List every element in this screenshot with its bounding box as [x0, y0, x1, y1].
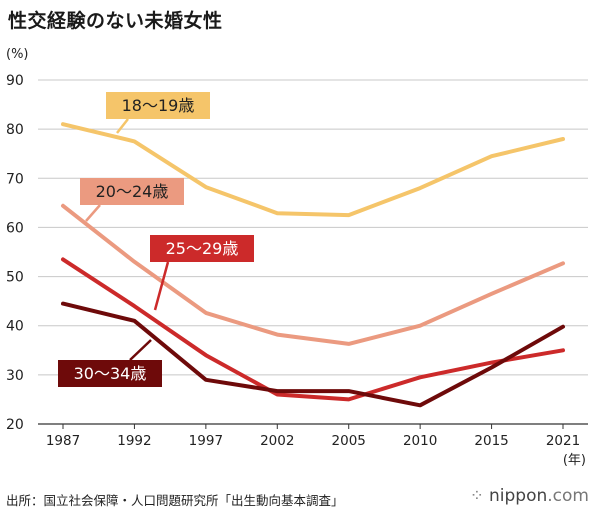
series-line-1 [61, 203, 565, 346]
series-label-1: 20〜24歳 [96, 182, 169, 201]
series-pointer-3 [129, 339, 152, 361]
y-tick-label: 20 [6, 417, 24, 433]
y-tick-label: 80 [6, 122, 24, 138]
x-tick-label: 1997 [189, 433, 223, 449]
y-axis-label: (%) [6, 47, 29, 62]
site-logo: ⁘ nippon.com [470, 486, 589, 506]
x-tick-label: 2002 [260, 433, 294, 449]
x-tick-label: 2005 [332, 433, 366, 449]
y-tick-label: 50 [6, 270, 24, 286]
y-tick-label: 40 [6, 319, 24, 335]
y-tick-label: 70 [6, 171, 24, 187]
series-label-2: 25〜29歳 [166, 239, 239, 258]
y-tick-label: 30 [6, 368, 24, 384]
x-tick-label: 1987 [46, 433, 80, 449]
y-tick-label: 90 [6, 73, 24, 89]
logo-suffix: .com [547, 486, 589, 506]
series-pointer-1 [85, 204, 101, 222]
y-tick-label: 60 [6, 220, 24, 236]
x-tick-label: 1992 [117, 433, 151, 449]
series-label-box-1 [80, 178, 184, 205]
x-tick-label: 2010 [403, 433, 437, 449]
x-axis-label: (年) [563, 453, 586, 468]
logo-dots-icon: ⁘ [469, 486, 486, 506]
x-tick-label: 2021 [546, 433, 580, 449]
series-pointer-0 [116, 118, 129, 134]
series-label-box-2 [150, 235, 254, 262]
x-tick-label: 2015 [474, 433, 508, 449]
series-label-box-0 [106, 92, 210, 119]
chart-title: 性交経験のない未婚女性 [8, 10, 223, 32]
logo-name: nippon [489, 486, 548, 506]
series-label-0: 18〜19歳 [122, 96, 195, 115]
series-label-box-3 [58, 360, 162, 387]
series-label-3: 30〜34歳 [74, 364, 147, 383]
series-line-0 [61, 122, 565, 218]
series-line-2 [61, 257, 565, 402]
series-line-3 [61, 301, 565, 408]
series-pointer-2 [153, 261, 170, 311]
source-note: 出所：国立社会保障・人口問題研究所「出生動向基本調査」 [6, 493, 344, 508]
